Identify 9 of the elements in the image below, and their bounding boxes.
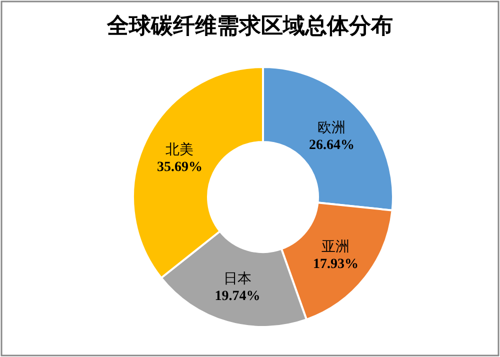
slice-label: 北美 <box>166 142 194 158</box>
slice-label: 亚洲 <box>322 239 350 256</box>
data-label: 19.74% <box>214 288 260 304</box>
data-label: 26.64% <box>308 138 354 154</box>
chart-title: 全球碳纤维需求区域总体分布 <box>106 13 393 38</box>
data-label: 35.69% <box>156 160 202 175</box>
slice-label: 欧洲 <box>318 120 346 136</box>
slice-label: 日本 <box>224 270 252 287</box>
data-label: 17.93% <box>312 257 358 272</box>
